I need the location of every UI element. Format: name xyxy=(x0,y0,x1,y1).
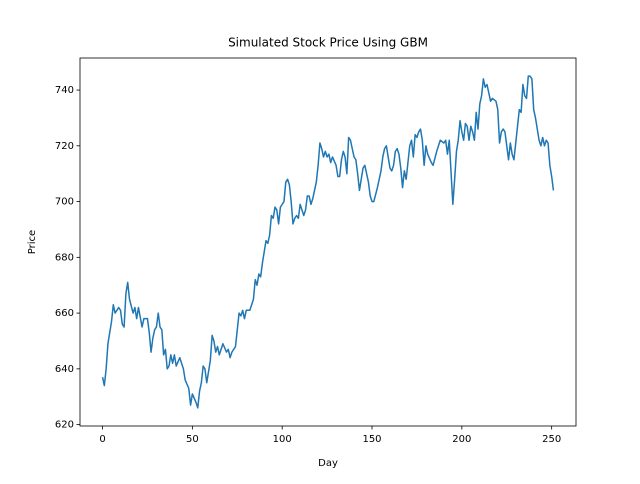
plot-frame xyxy=(79,57,577,427)
y-tick-label: 620 xyxy=(55,420,74,431)
x-tick-label: 50 xyxy=(186,434,199,445)
x-axis-label: Day xyxy=(318,458,338,469)
x-tick-label: 200 xyxy=(452,434,471,445)
y-tick-label: 720 xyxy=(55,141,74,152)
chart-title: Simulated Stock Price Using GBM xyxy=(228,36,428,50)
y-tick-label: 640 xyxy=(55,364,74,375)
x-tick-label: 150 xyxy=(362,434,381,445)
y-tick-label: 680 xyxy=(55,252,74,263)
x-tick-label: 250 xyxy=(542,434,561,445)
x-tick-label: 100 xyxy=(273,434,292,445)
y-tick-label: 700 xyxy=(55,197,74,208)
y-axis-label: Price xyxy=(27,230,38,254)
x-tick-label: 0 xyxy=(99,434,105,445)
y-tick-label: 660 xyxy=(55,308,74,319)
price-line xyxy=(101,75,555,409)
y-tick-label: 740 xyxy=(55,85,74,96)
